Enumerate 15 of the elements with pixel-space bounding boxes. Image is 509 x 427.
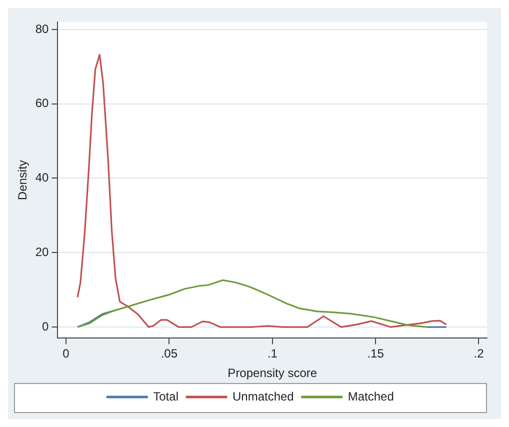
x-tick-label: .15	[367, 346, 384, 361]
legend-label: Unmatched	[232, 389, 294, 404]
legend-label: Matched	[348, 389, 394, 404]
y-tick-label: 20	[35, 244, 50, 259]
y-tick-label: 40	[35, 170, 50, 185]
x-tick-label: .1	[267, 346, 278, 361]
y-axis-title: Density	[16, 160, 30, 200]
x-tick-label: 0	[62, 346, 70, 361]
x-tick-label: .2	[474, 346, 484, 361]
legend-label: Total	[153, 389, 178, 404]
y-tick-label: 60	[35, 96, 50, 110]
y-tick-label: 0	[42, 319, 50, 334]
y-tick-label: 80	[35, 22, 50, 36]
x-axis-title: Propensity score	[228, 366, 318, 380]
x-tick-label: .05	[160, 346, 178, 361]
